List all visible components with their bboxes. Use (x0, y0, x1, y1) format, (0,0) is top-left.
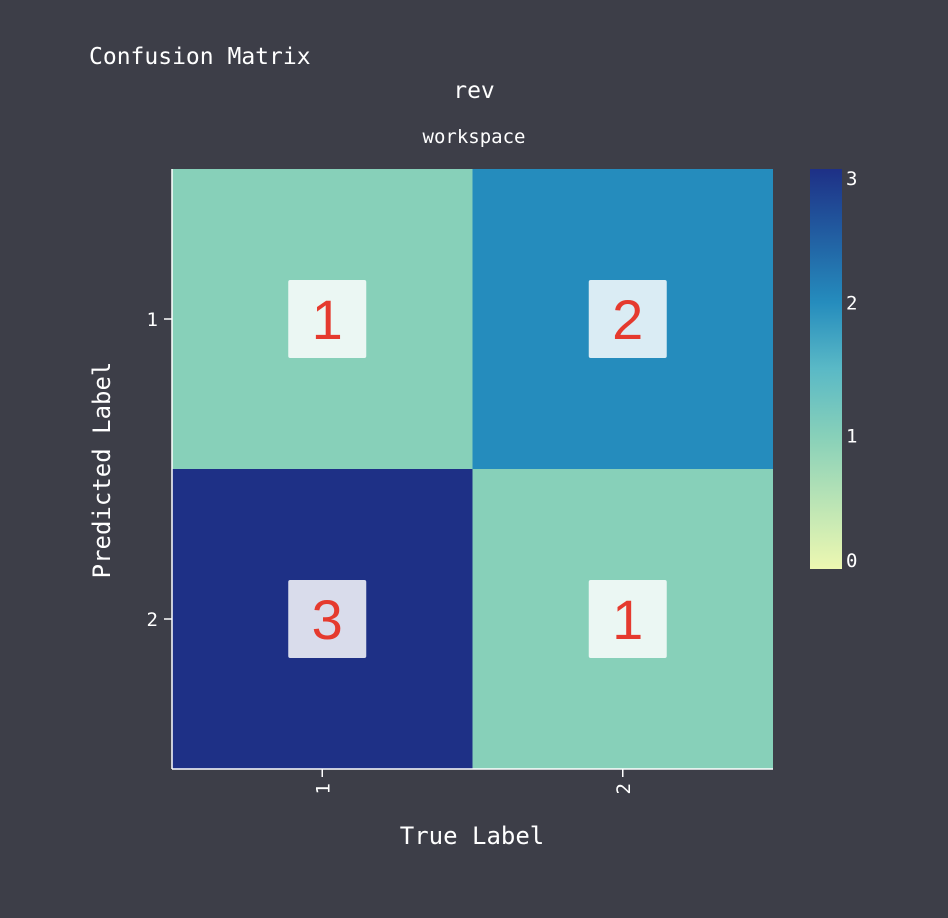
x-tick-label-2: 2 (613, 783, 635, 794)
colorbar-tick-label-0: 0 (846, 550, 857, 572)
colorbar (810, 169, 842, 569)
cell-label-box-2-1 (288, 580, 367, 658)
y-tick-label-2: 2 (147, 609, 158, 631)
cell-value-1-1: 1 (312, 288, 343, 351)
chart-subtitle: rev (453, 78, 495, 104)
colorbar-tick-label-1: 1 (846, 426, 857, 448)
cell-label-box-1-1 (288, 280, 367, 358)
cell-value-2-2: 1 (612, 588, 643, 651)
cell-label-box-2-2 (588, 580, 667, 658)
y-axis-label: Predicted Label (88, 362, 116, 579)
colorbar-tick-label-2: 2 (846, 292, 857, 314)
x-axis-label: True Label (400, 822, 545, 850)
y-tick-label-1: 1 (147, 309, 158, 331)
cell-value-1-2: 2 (612, 288, 643, 351)
x-tick-label-1: 1 (312, 783, 334, 794)
colorbar-tick-label-3: 3 (846, 168, 857, 190)
chart-subtitle-secondary: workspace (422, 126, 526, 148)
cell-label-box-1-2 (588, 280, 667, 358)
cell-value-2-1: 3 (312, 588, 343, 651)
chart-title: Confusion Matrix (89, 44, 311, 70)
